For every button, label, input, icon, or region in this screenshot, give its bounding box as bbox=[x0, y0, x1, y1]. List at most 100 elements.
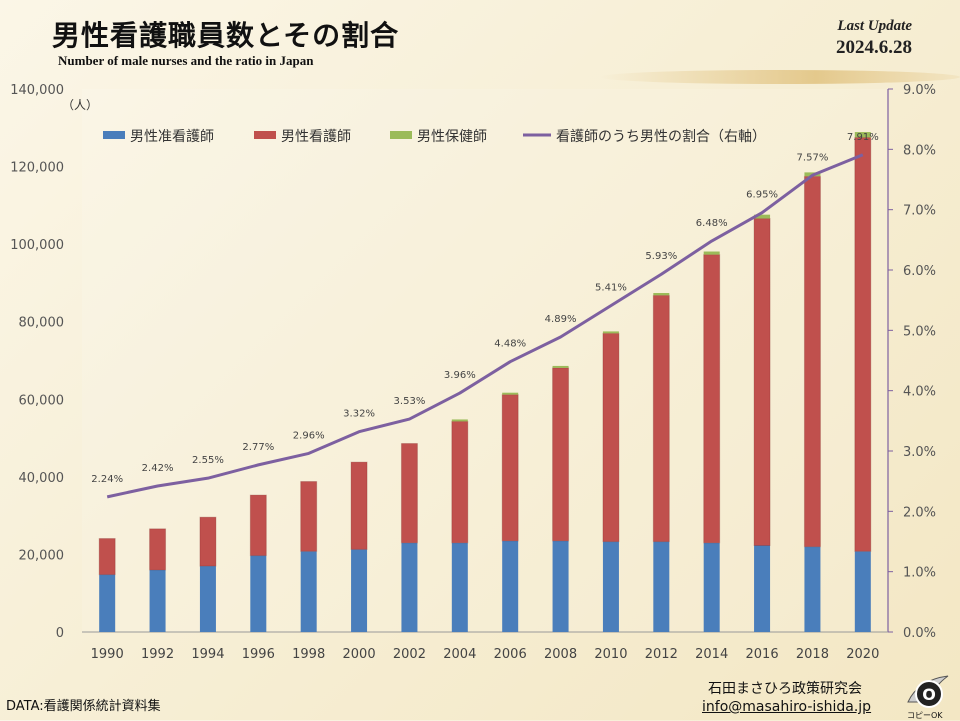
bar-segment bbox=[552, 367, 570, 542]
bar-segment bbox=[602, 332, 620, 543]
plot-area bbox=[82, 89, 888, 632]
bar-segment bbox=[754, 545, 771, 632]
bar-segment bbox=[602, 331, 619, 334]
bar-segment bbox=[199, 566, 216, 632]
bar-segment bbox=[552, 365, 569, 368]
x-tick-label: 2008 bbox=[544, 647, 577, 662]
ratio-data-label: 2.42% bbox=[142, 463, 174, 474]
x-tick-label: 1990 bbox=[91, 647, 124, 662]
bar-segment bbox=[552, 540, 569, 632]
y2-tick-label: 5.0% bbox=[903, 324, 936, 339]
bar-segment bbox=[653, 541, 670, 632]
ratio-data-label: 5.41% bbox=[595, 283, 627, 294]
bar-segment bbox=[703, 254, 721, 544]
ratio-data-label: 3.53% bbox=[394, 396, 426, 407]
bar-segment bbox=[803, 175, 821, 548]
y2-tick-label: 9.0% bbox=[903, 83, 936, 98]
legend-label: 男性看護師 bbox=[281, 129, 351, 145]
y-tick-label: 40,000 bbox=[19, 471, 65, 486]
ratio-data-label: 2.55% bbox=[192, 455, 224, 466]
y-tick-label: 0 bbox=[56, 626, 64, 641]
legend-swatch bbox=[254, 131, 276, 139]
x-tick-label: 2002 bbox=[393, 647, 426, 662]
bar-segment bbox=[602, 541, 619, 632]
bar-segment bbox=[502, 392, 519, 395]
x-tick-label: 2004 bbox=[443, 647, 476, 662]
legend-swatch bbox=[103, 131, 125, 139]
bar-segment bbox=[502, 540, 519, 632]
y2-tick-label: 6.0% bbox=[903, 264, 936, 279]
bar-segment bbox=[501, 394, 519, 542]
copy-ok-logo-icon: O bbox=[907, 675, 949, 708]
y-tick-label: 60,000 bbox=[19, 393, 65, 408]
x-tick-label: 2020 bbox=[846, 647, 879, 662]
y2-tick-label: 0.0% bbox=[903, 626, 936, 641]
page-title: 男性看護職員数とその割合 bbox=[52, 19, 400, 52]
x-tick-label: 2016 bbox=[746, 647, 779, 662]
last-update-label: Last Update bbox=[837, 18, 912, 34]
bar-segment bbox=[149, 528, 167, 571]
bar-segment bbox=[300, 481, 318, 552]
bar-segment bbox=[451, 419, 468, 422]
y-tick-label: 20,000 bbox=[19, 548, 65, 563]
bar-segment bbox=[351, 549, 368, 632]
ratio-data-label: 3.32% bbox=[343, 409, 375, 420]
copy-ok-text: コピーOK bbox=[907, 711, 943, 720]
contact-email[interactable]: info@masahiro-ishida.jp bbox=[702, 699, 872, 715]
bar-segment bbox=[652, 294, 670, 543]
y-tick-label: 80,000 bbox=[19, 316, 65, 331]
bar-segment bbox=[754, 214, 771, 219]
bar-segment bbox=[99, 574, 116, 632]
ratio-data-label: 6.95% bbox=[746, 190, 778, 201]
y-tick-label: 140,000 bbox=[10, 83, 64, 98]
y-tick-label: 120,000 bbox=[10, 161, 64, 176]
x-tick-label: 1998 bbox=[292, 647, 325, 662]
bar-segment bbox=[350, 461, 368, 550]
ratio-data-label: 7.91% bbox=[847, 132, 879, 143]
last-update-date: 2024.6.28 bbox=[836, 37, 912, 58]
x-tick-label: 2010 bbox=[594, 647, 627, 662]
page-subtitle: Number of male nurses and the ratio in J… bbox=[58, 53, 314, 68]
ratio-data-label: 3.96% bbox=[444, 370, 476, 381]
x-tick-label: 2018 bbox=[796, 647, 829, 662]
bar-segment bbox=[249, 494, 267, 557]
y2-tick-label: 8.0% bbox=[903, 143, 936, 158]
bar-segment bbox=[753, 218, 771, 547]
ratio-line bbox=[106, 153, 864, 499]
bar-segment bbox=[854, 136, 872, 552]
y2-tick-label: 2.0% bbox=[903, 505, 936, 520]
ratio-data-label: 2.77% bbox=[242, 442, 274, 453]
ratio-data-label: 4.89% bbox=[545, 314, 577, 325]
y2-tick-label: 3.0% bbox=[903, 445, 936, 460]
bar-segment bbox=[199, 516, 217, 567]
bar-segment bbox=[451, 542, 468, 632]
bar-segment bbox=[250, 555, 267, 632]
decorative-swoosh bbox=[600, 70, 960, 84]
ratio-data-label: 2.24% bbox=[91, 474, 123, 485]
x-tick-label: 1996 bbox=[242, 647, 275, 662]
legend-label: 男性保健師 bbox=[417, 129, 487, 145]
data-source: DATA:看護関係統計資料集 bbox=[6, 699, 161, 714]
y2-tick-label: 4.0% bbox=[903, 385, 936, 400]
bar-segment bbox=[854, 551, 871, 632]
ratio-data-label: 6.48% bbox=[696, 218, 728, 229]
bar-segment bbox=[703, 542, 720, 632]
y2-tick-label: 1.0% bbox=[903, 566, 936, 581]
x-tick-label: 1992 bbox=[141, 647, 174, 662]
legend-label: 看護師のうち男性の割合（右軸） bbox=[556, 128, 766, 145]
legend-swatch bbox=[390, 131, 412, 139]
bar-segment bbox=[400, 443, 418, 544]
y2-tick-label: 7.0% bbox=[903, 204, 936, 219]
bar-segment bbox=[854, 132, 871, 138]
x-tick-label: 2000 bbox=[343, 647, 376, 662]
legend-label: 男性准看護師 bbox=[130, 129, 214, 145]
y-tick-label: 100,000 bbox=[10, 238, 64, 253]
ratio-data-label: 4.48% bbox=[494, 339, 526, 350]
bar-segment bbox=[451, 420, 469, 544]
x-tick-label: 2012 bbox=[645, 647, 678, 662]
bar-segment bbox=[149, 569, 166, 632]
bar-segment bbox=[300, 551, 317, 632]
ratio-data-label: 5.93% bbox=[645, 251, 677, 262]
bar-segment bbox=[98, 538, 116, 576]
